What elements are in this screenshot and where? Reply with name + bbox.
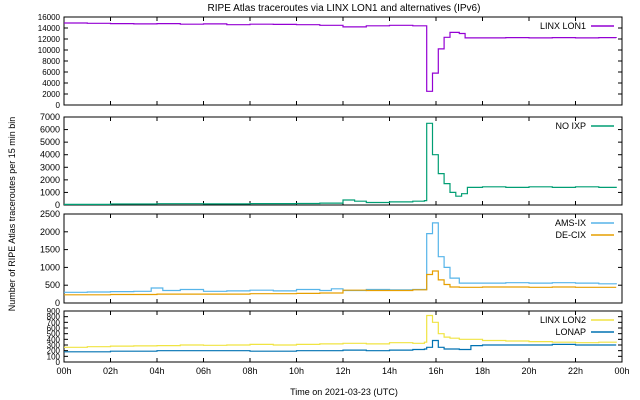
y-tick-label: 10000 [38,46,61,55]
y-tick-label: 6000 [40,125,60,135]
y-tick-label: 14000 [38,24,61,33]
x-tick-label: 14h [382,366,397,376]
chart-title: RIPE Atlas traceroutes via LINX LON1 and… [208,3,481,14]
y-tick-label: 700 [47,318,61,327]
y-tick-label: 8000 [42,57,60,66]
y-tick-label: 7000 [40,112,60,122]
series-line-linx-lon1 [64,22,617,92]
x-tick-label: 10h [289,366,304,376]
y-tick-label: 0 [56,101,61,110]
x-axis-label: Time on 2021-03-23 (UTC) [290,387,398,397]
y-tick-label: 5000 [40,137,60,147]
legend-label: LONAP [555,327,586,337]
y-tick-label: 3000 [40,162,60,172]
x-tick-label: 06h [196,366,211,376]
y-tick-label: 4000 [42,79,60,88]
series-line-linx-lon2 [64,314,617,348]
y-tick-label: 2000 [42,90,60,99]
series-line-lonap [64,339,617,353]
chart-panels: 0200040006000800010000120001400016000LIN… [38,13,630,376]
x-tick-label: 20h [521,366,536,376]
y-tick-label: 1000 [40,262,60,272]
y-tick-label: 500 [45,280,60,290]
y-tick-label: 900 [47,307,61,316]
panel-frame [63,16,623,106]
y-tick-label: 1500 [40,245,60,255]
x-tick-label: 12h [335,366,350,376]
y-tick-label: 800 [47,313,61,322]
x-tick-label: 08h [242,366,257,376]
y-tick-label: 100 [47,352,61,361]
y-tick-label: 1000 [40,187,60,197]
y-tick-label: 200 [47,347,61,356]
x-tick-label: 00h [56,366,71,376]
y-tick-label: 4000 [40,150,60,160]
y-tick-label: 0 [56,358,61,367]
y-tick-label: 12000 [38,35,61,44]
x-tick-label: 00h [614,366,629,376]
panel-frame [63,116,623,206]
series-line-de-cix [64,270,617,296]
y-tick-label: 300 [47,341,61,350]
y-tick-label: 2000 [40,175,60,185]
series-line-ams-ix [64,222,617,293]
y-tick-label: 400 [47,335,61,344]
legend-label: LINX LON2 [540,315,586,325]
legend-label: LINX LON1 [540,21,586,31]
y-tick-label: 0 [55,200,60,210]
legend-label: AMS-IX [555,218,586,228]
x-tick-label: 16h [428,366,443,376]
x-tick-label: 18h [475,366,490,376]
y-tick-label: 500 [47,330,61,339]
x-tick-label: 02h [103,366,118,376]
x-tick-label: 04h [149,366,164,376]
y-tick-label: 0 [55,298,60,308]
y-tick-label: 6000 [42,68,60,77]
panel-frame [63,310,623,363]
legend-label: NO IXP [555,121,586,131]
y-axis-label: Number of RIPE Atlas traceroutes per 15 … [7,117,17,312]
x-tick-label: 22h [568,366,583,376]
y-tick-label: 2000 [40,227,60,237]
series-line-no-ixp [64,122,617,205]
panel-1: 0 2000 4000 6000 8000 10000 12000 14000 16000 LIN… [38,13,623,110]
y-tick-label: 600 [47,324,61,333]
panel-3: 0 500 1000 1500 2000 2500 AMS-IX DE-CIX [40,209,623,308]
y-tick-label: 2500 [40,209,60,219]
y-tick-label: 16000 [38,13,61,22]
legend-label: DE-CIX [555,230,586,240]
panel-2: 0 1000 2000 3000 4000 5000 6000 7000 NO IXP [40,112,623,210]
